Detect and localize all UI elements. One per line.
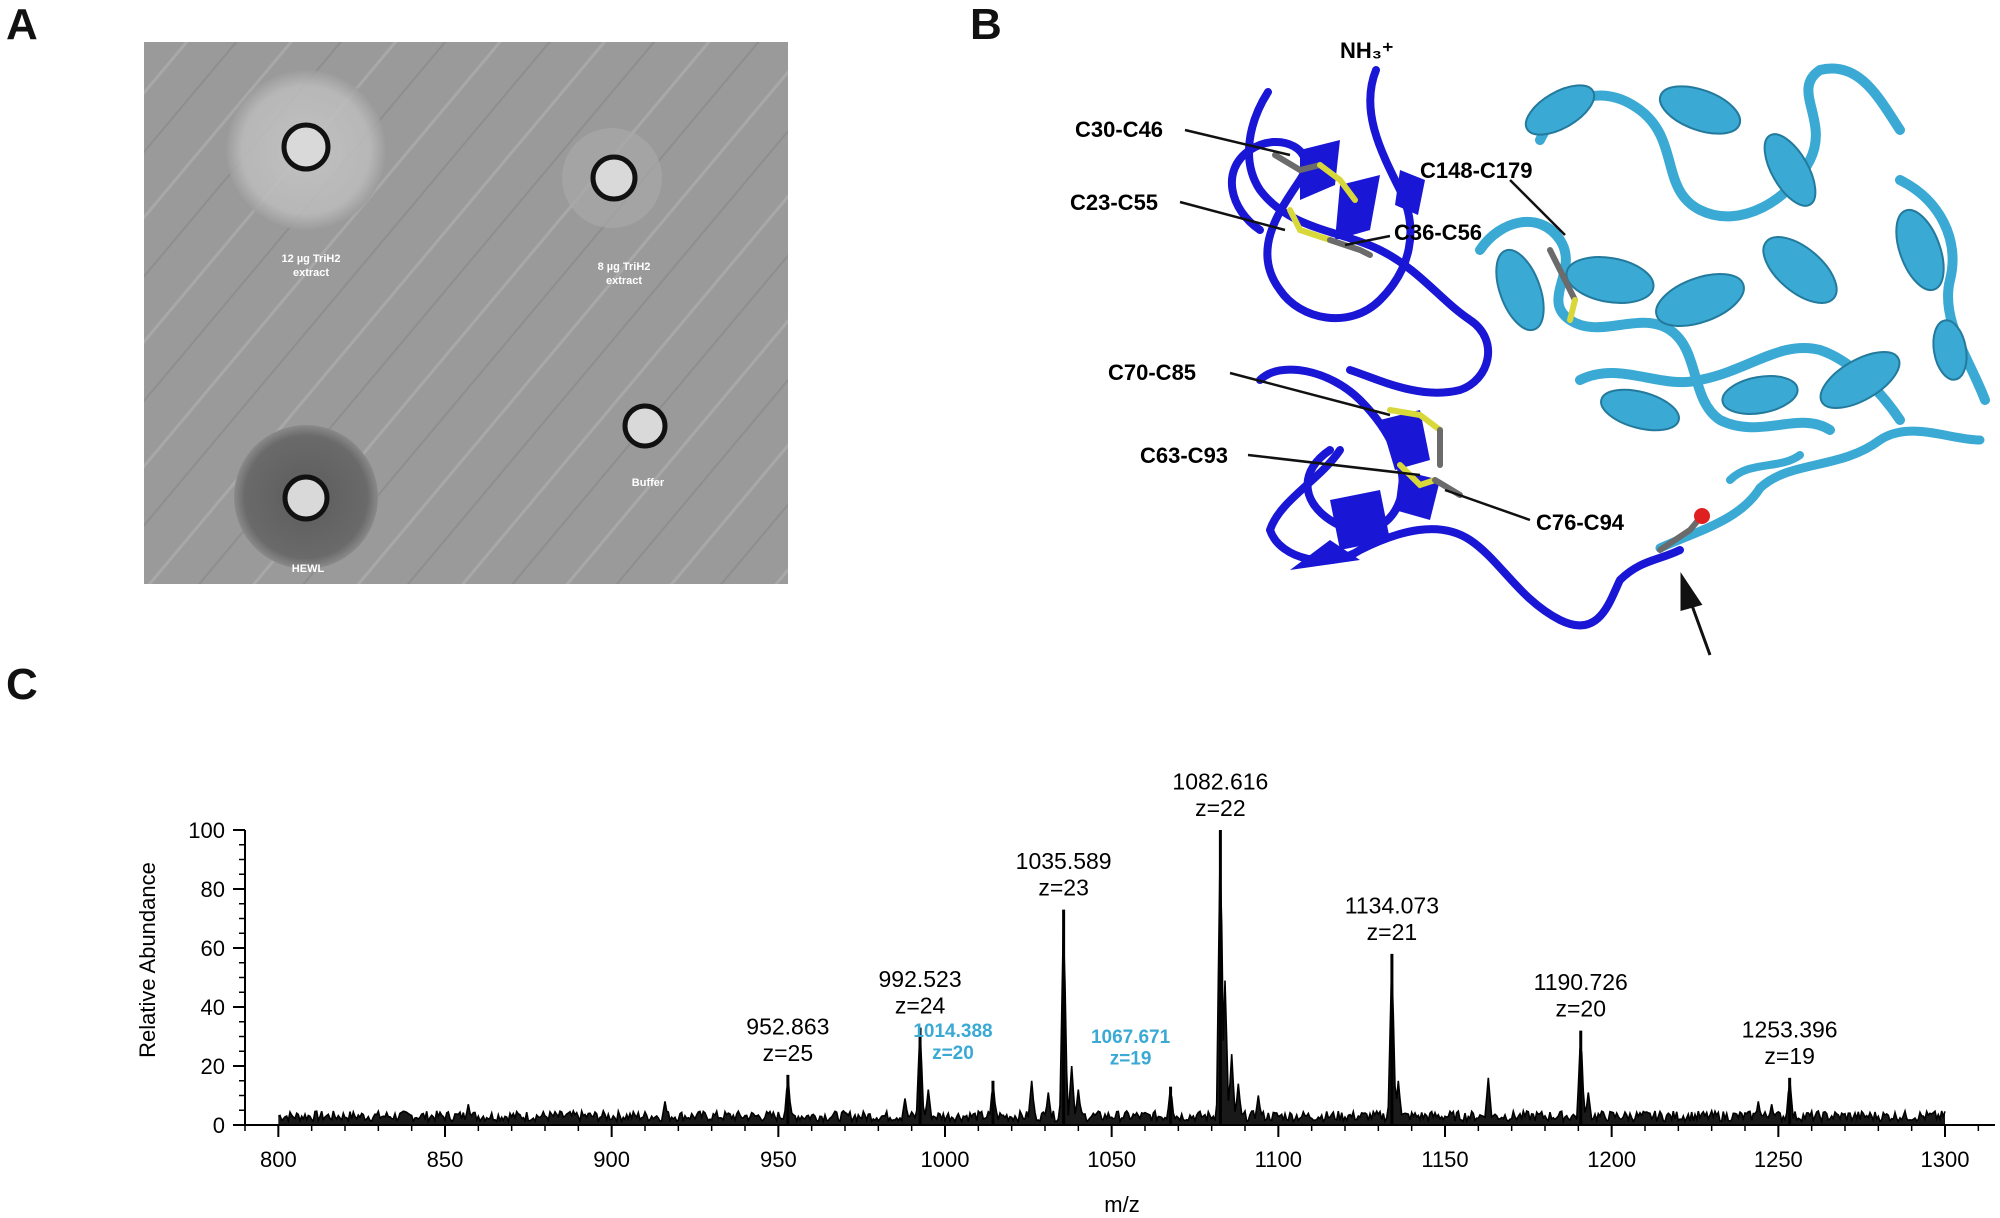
- y-tick-label: 80: [201, 877, 225, 902]
- y-tick-label: 20: [201, 1054, 225, 1079]
- well-label-buffer: Buffer: [632, 477, 665, 489]
- x-tick-label: 1300: [1921, 1147, 1970, 1172]
- panel-letter-b: B: [970, 0, 1002, 49]
- x-tick-label: 1200: [1587, 1147, 1636, 1172]
- panel-letter-c: C: [6, 660, 38, 709]
- panel-b-structure: C30-C46 C23-C55 C36-C56 C148-C179 C70-C8…: [1070, 38, 1990, 656]
- spectrum-peak-labels: 952.863z=25992.523z=241014.388z=201035.5…: [746, 769, 1837, 1070]
- panel-c-spectrum: 800 850 900 950 1000 1050 1100 1150 1200 1250 1300…: [135, 769, 1995, 1217]
- spectrum-axes: 800 850 900 950 1000 1050 1100 1150 1200 1250 1300…: [188, 818, 1995, 1172]
- spectrum-trace: [277, 830, 1946, 1125]
- y-tick-label: 40: [201, 995, 225, 1020]
- disulfide-label-c70-c85: C70-C85: [1108, 360, 1196, 385]
- disulfide-label-c63-c93: C63-C93: [1140, 443, 1228, 468]
- c-terminal-domain: [1475, 63, 1990, 553]
- peak-mz-label: 1190.726: [1534, 969, 1628, 995]
- peak-charge-label: z=25: [763, 1040, 814, 1066]
- y-tick-label: 60: [201, 936, 225, 961]
- peak-charge-label: z=23: [1038, 875, 1089, 901]
- peak-charge-label: z=20: [932, 1043, 974, 1064]
- peak-charge-label: z=19: [1110, 1049, 1152, 1070]
- disulfide-label-c148-c179: C148-C179: [1420, 158, 1533, 183]
- well-label-8ug-line2: extract: [606, 275, 642, 287]
- peak-mz-label: 1014.388: [913, 1021, 992, 1042]
- well-hewl: [282, 474, 330, 522]
- x-tick-label: 1050: [1087, 1147, 1136, 1172]
- disulfide-label-c76-c94: C76-C94: [1536, 510, 1625, 535]
- peak-mz-label: 1067.671: [1091, 1027, 1171, 1048]
- disulfide-label-c36-c56: C36-C56: [1394, 220, 1482, 245]
- y-tick-label: 0: [213, 1113, 225, 1138]
- x-axis-label: m/z: [1104, 1192, 1139, 1217]
- peak-mz-label: 1035.589: [1016, 848, 1112, 874]
- c-terminal-helices: [1495, 84, 1968, 432]
- x-tick-label: 1100: [1255, 1147, 1302, 1172]
- n-terminal-domain: [1228, 66, 1684, 630]
- disulfide-label-c30-c46: C30-C46: [1075, 117, 1163, 142]
- x-tick-label: 850: [427, 1147, 464, 1172]
- peak-charge-label: z=21: [1367, 919, 1418, 945]
- well-12ug: [281, 122, 331, 172]
- x-tick-label: 1250: [1754, 1147, 1803, 1172]
- panel-letter-a: A: [6, 0, 38, 49]
- well-label-12ug-line2: extract: [293, 267, 329, 279]
- peak-charge-label: z=22: [1195, 795, 1246, 821]
- peak-mz-label: 992.523: [879, 966, 962, 992]
- peak-charge-label: z=20: [1555, 996, 1606, 1022]
- peak-mz-label: 1253.396: [1742, 1016, 1838, 1042]
- peak-charge-label: z=19: [1764, 1043, 1815, 1069]
- x-tick-label: 900: [593, 1147, 630, 1172]
- well-buffer: [622, 403, 668, 449]
- peak-mz-label: 1082.616: [1172, 769, 1268, 795]
- callout-lines: [1179, 128, 1566, 522]
- y-tick-label: 100: [188, 818, 225, 843]
- well-label-8ug-line1: 8 µg TriH2: [598, 261, 651, 273]
- well-8ug: [590, 154, 638, 202]
- x-tick-label: 1000: [921, 1147, 970, 1172]
- spectrum-line: [277, 858, 1946, 1125]
- disulfide-label-c23-c55: C23-C55: [1070, 190, 1158, 215]
- n-terminal-sheets: [1290, 140, 1440, 570]
- well-label-hewl: HEWL: [292, 563, 325, 575]
- n-terminus-label: NH₃⁺: [1340, 38, 1394, 63]
- peak-mz-label: 1134.073: [1345, 892, 1439, 918]
- cleavage-arrow: [1680, 572, 1712, 656]
- x-tick-label: 950: [760, 1147, 797, 1172]
- spectrum-fill: [278, 858, 1945, 1125]
- x-tick-label: 800: [260, 1147, 297, 1172]
- panel-a-plate-image: 12 µg TriH2 extract 8 µg TriH2 extract H…: [144, 42, 788, 584]
- peak-mz-label: 952.863: [746, 1013, 829, 1039]
- y-axis-label: Relative Abundance: [135, 862, 160, 1058]
- x-tick-label: 1150: [1421, 1147, 1468, 1172]
- well-label-12ug-line1: 12 µg TriH2: [282, 253, 341, 265]
- peak-charge-label: z=24: [895, 993, 946, 1019]
